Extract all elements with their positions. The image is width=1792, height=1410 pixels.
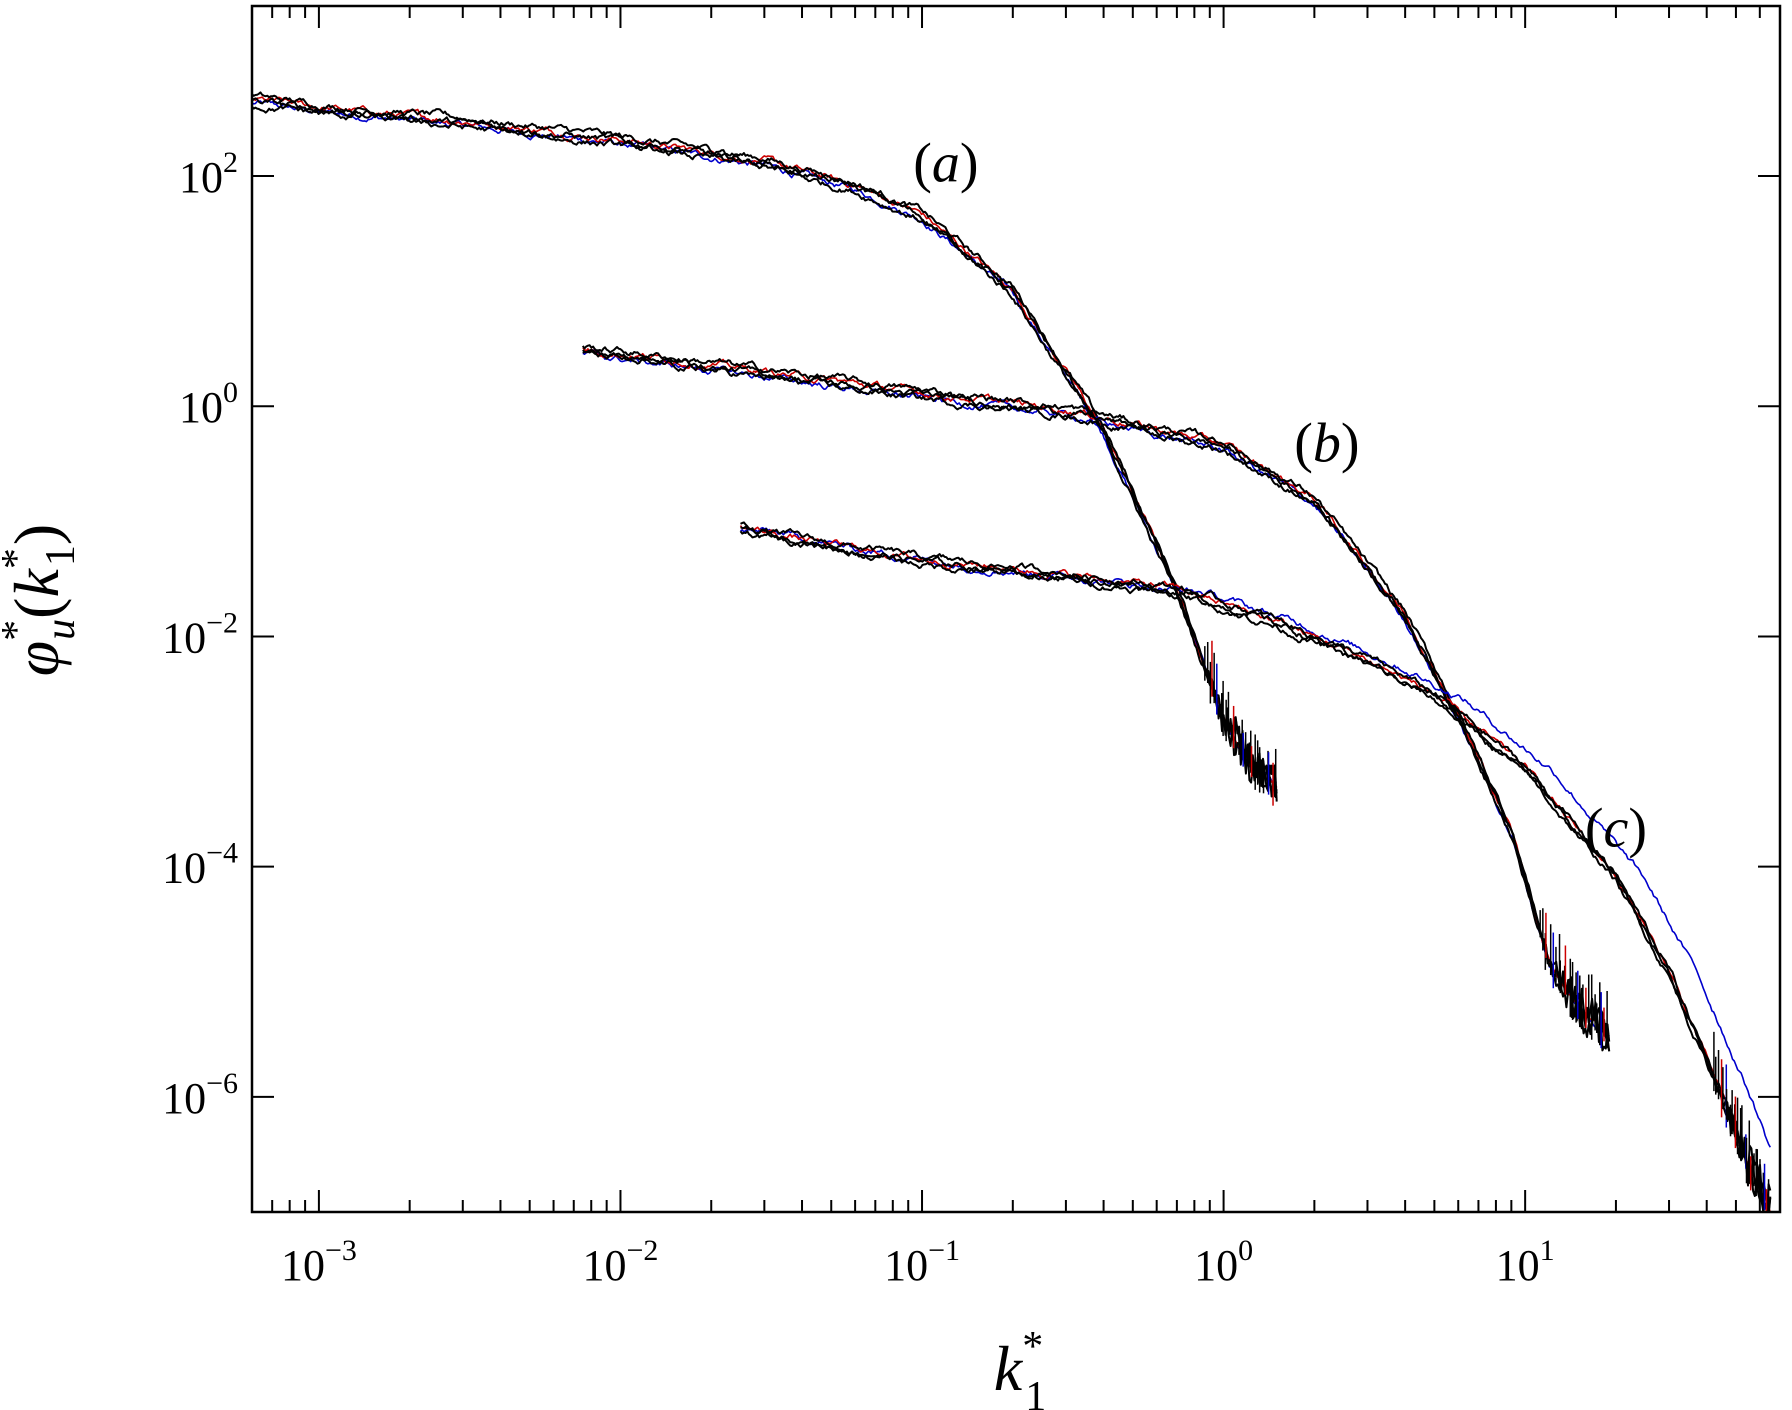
y-tick-label: 100 [179, 376, 238, 432]
x-tick-label: 10−2 [583, 1234, 659, 1290]
panel-label-open: ( [913, 132, 932, 194]
y-tick-label-base: 10 [162, 1074, 206, 1123]
x-tick-label: 101 [1496, 1234, 1555, 1290]
x-tick-label-base: 10 [884, 1241, 928, 1290]
panel-labels: (a)(b)(c) [913, 132, 1647, 859]
y-tick-label-exp: −4 [206, 837, 238, 870]
x-tick-label-base: 10 [1496, 1241, 1540, 1290]
y-tick-label-exp: −6 [206, 1067, 238, 1100]
noise-spikes-a [1204, 640, 1277, 806]
x-tick-label-base: 10 [583, 1241, 627, 1290]
spectrum-line-a-3 [252, 91, 1278, 794]
x-axis-title-base: k [994, 1333, 1024, 1404]
spectrum-line-c-3 [740, 521, 1772, 1212]
y-axis-title-sup: * [0, 620, 40, 641]
y-axis-title-sub: u [38, 619, 84, 640]
y-axis-title-base: φ [1, 641, 72, 676]
x-tick-label-exp: −2 [627, 1234, 659, 1267]
spectrum-line-c-4 [740, 525, 1772, 1212]
x-axis-title: k* 1 [994, 1324, 1046, 1410]
y-tick-label: 10−4 [162, 837, 238, 893]
spectrum-line-c-5 [739, 530, 1772, 1212]
x-tick-label: 10−1 [884, 1234, 960, 1290]
x-tick-label-base: 10 [281, 1241, 325, 1290]
y-tick-label-exp: 2 [223, 146, 238, 179]
panel-label-close: ) [960, 132, 979, 194]
x-axis-title-sub: 1 [1025, 1374, 1046, 1410]
x-tick-label: 100 [1194, 1234, 1253, 1290]
curve-group-b [581, 344, 1611, 1052]
panel-label-close: ) [1341, 413, 1360, 475]
y-tick-label-exp: 0 [223, 376, 238, 409]
series-layer [252, 91, 1772, 1212]
spectrum-line-b-3 [581, 344, 1611, 1052]
y-tick-label-base: 10 [179, 383, 223, 432]
y-axis-title-paren-close: ) [1, 524, 72, 545]
panel-label-letter: a [932, 132, 960, 194]
y-tick-label-base: 10 [179, 153, 223, 202]
x-tick-label-exp: −3 [325, 1234, 357, 1267]
plot-frame [250, 4, 1782, 1214]
y-axis-title-paren-open: ( [1, 598, 72, 619]
panel-label-letter: b [1313, 413, 1341, 475]
y-tick-label: 102 [179, 146, 238, 202]
x-tick-label: 10−3 [281, 1234, 357, 1290]
x-tick-label-exp: 0 [1238, 1234, 1253, 1267]
y-tick-label-base: 10 [162, 613, 206, 662]
noise-spikes-c [1713, 1031, 1770, 1212]
panel-label-open: ( [1585, 797, 1604, 859]
axis-ticks [251, 6, 1781, 1212]
spectrum-line-b-5 [582, 350, 1611, 1052]
panel-label-a: (a) [913, 132, 978, 194]
y-axis-title-paren-sup: * [0, 548, 40, 569]
spectrum-line-a-5 [252, 104, 1278, 802]
y-tick-label-base: 10 [162, 844, 206, 893]
y-axis-title-paren-base: k [1, 568, 72, 598]
curve-group-a [252, 91, 1278, 806]
x-axis-title-sup: * [1022, 1324, 1043, 1370]
y-tick-label: 10−2 [162, 606, 238, 662]
y-tick-label: 10−6 [162, 1067, 238, 1123]
x-tick-label-base: 10 [1194, 1241, 1238, 1290]
panel-label-c: (c) [1585, 797, 1647, 859]
y-axis-title: φ*u(k*1) [0, 524, 84, 676]
x-tick-label-exp: −1 [928, 1234, 960, 1267]
panel-label-letter: c [1603, 797, 1628, 859]
panel-label-close: ) [1628, 797, 1647, 859]
x-tick-label-exp: 1 [1540, 1234, 1555, 1267]
panel-label-b: (b) [1294, 413, 1359, 475]
panel-label-open: ( [1294, 413, 1313, 475]
curve-group-c [739, 521, 1772, 1212]
y-axis-title-paren-sub: 1 [38, 545, 84, 566]
noise-spikes-b [1539, 908, 1608, 1049]
y-tick-label-exp: −2 [206, 606, 238, 639]
